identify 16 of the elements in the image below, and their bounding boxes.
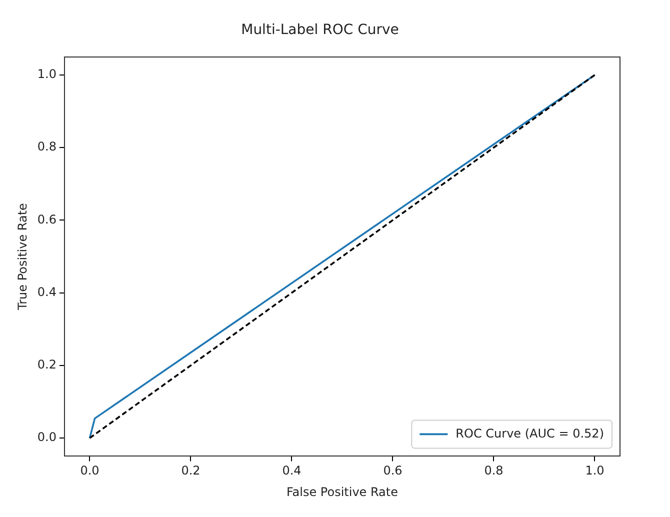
x-tick-label: 0.2 xyxy=(181,464,200,478)
y-tick-label: 0.8 xyxy=(37,140,56,154)
y-tick-label: 0.2 xyxy=(37,358,56,372)
x-tick-label: 0.8 xyxy=(484,464,504,478)
legend-label: ROC Curve (AUC = 0.52) xyxy=(456,426,604,440)
x-tick-label: 0.0 xyxy=(80,464,100,478)
x-tick-label: 1.0 xyxy=(585,464,604,478)
y-tick-label: 0.6 xyxy=(37,212,56,226)
y-axis-title: True Positive Rate xyxy=(15,203,30,311)
x-tick-label: 0.4 xyxy=(282,464,302,478)
y-tick-label: 0.4 xyxy=(37,284,56,299)
x-tick-label: 0.6 xyxy=(383,464,402,478)
y-tick-label: 0.0 xyxy=(37,430,56,444)
y-tick-label: 1.0 xyxy=(37,67,56,82)
chart-title: Multi-Label ROC Curve xyxy=(241,22,399,38)
x-axis-title: False Positive Rate xyxy=(286,484,398,499)
